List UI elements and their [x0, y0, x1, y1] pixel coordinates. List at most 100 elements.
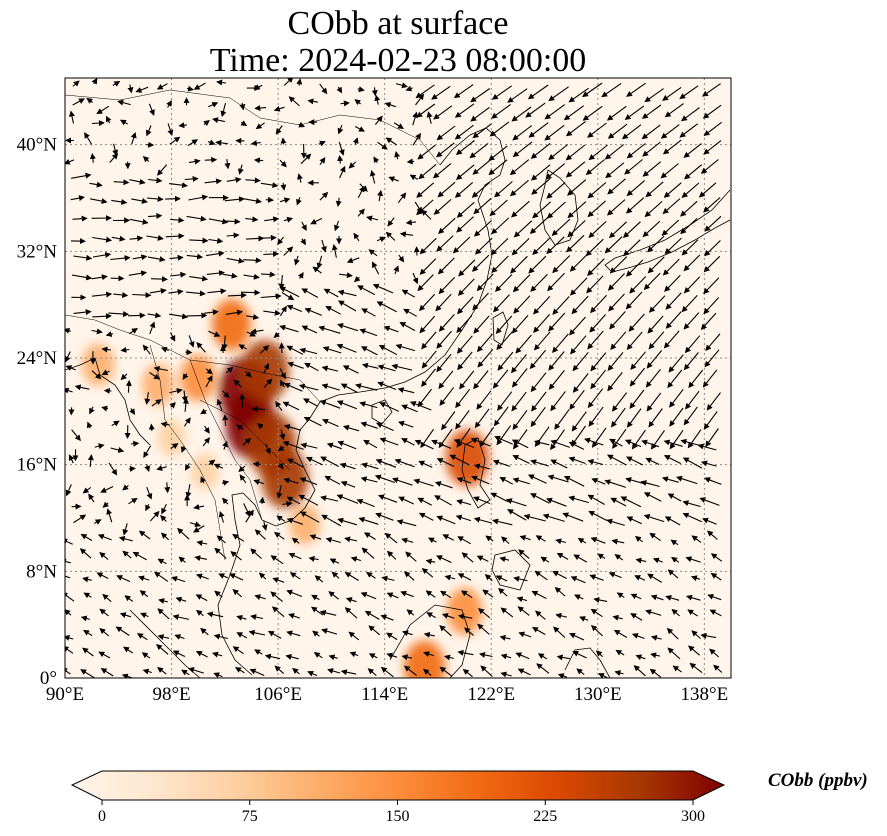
wind-arrow	[550, 391, 566, 412]
wind-arrow	[378, 345, 398, 356]
wind-arrow	[250, 614, 264, 621]
wind-arrow	[259, 496, 266, 504]
wind-arrow	[285, 654, 299, 660]
wind-arrow	[271, 606, 285, 618]
wind-arrow	[500, 671, 512, 678]
wind-arrow	[165, 233, 185, 240]
wind-arrow	[91, 78, 98, 85]
wind-arrow	[485, 535, 494, 542]
wind-arrow	[683, 406, 698, 426]
wind-arrow	[547, 272, 565, 292]
wind-arrow	[584, 437, 604, 446]
wind-arrow	[702, 104, 722, 119]
wind-arrow	[648, 331, 665, 350]
wind-arrow	[297, 272, 304, 279]
wind-arrow	[626, 456, 644, 466]
wind-arrow	[283, 477, 299, 484]
wind-arrow	[282, 401, 300, 411]
wind-arrow	[119, 119, 128, 126]
wind-arrow	[218, 510, 225, 523]
wind-arrow	[457, 536, 472, 545]
wind-arrow	[647, 315, 664, 334]
wind-arrow	[354, 99, 361, 106]
wind-arrow	[528, 122, 549, 138]
wind-arrow	[131, 198, 148, 204]
wind-arrow	[196, 573, 209, 580]
wind-arrow	[89, 406, 95, 415]
wind-arrow	[516, 596, 528, 603]
wind-arrow	[323, 288, 339, 298]
wind-arrow	[457, 296, 474, 315]
wind-arrow	[662, 258, 680, 276]
wind-arrow	[455, 139, 475, 156]
wind-arrow	[626, 180, 645, 197]
wind-arrow	[239, 474, 247, 484]
wind-arrow	[436, 142, 455, 158]
wind-arrow	[157, 634, 170, 640]
colorbar-tick-label: 0	[98, 808, 106, 825]
wind-arrow	[218, 573, 229, 579]
wind-arrow	[473, 220, 492, 237]
wind-arrow	[589, 574, 604, 581]
wind-arrow	[86, 421, 93, 429]
wind-arrow	[359, 328, 378, 337]
wind-arrow	[376, 301, 397, 313]
wind-arrow	[110, 447, 125, 453]
wind-arrow	[405, 85, 413, 92]
wind-arrow	[574, 594, 584, 600]
wind-arrow	[206, 250, 225, 257]
wind-arrow	[294, 255, 300, 266]
wind-arrow	[170, 271, 187, 278]
wind-arrow	[145, 125, 152, 137]
wind-arrow	[569, 316, 586, 336]
wind-arrow	[418, 163, 437, 180]
wind-arrow	[623, 239, 641, 257]
wind-arrow	[688, 369, 704, 389]
wind-arrow	[279, 197, 291, 204]
wind-arrow	[348, 161, 357, 169]
wind-arrow	[207, 288, 227, 295]
wind-arrow	[531, 590, 547, 599]
wind-arrow	[196, 540, 208, 546]
wind-arrow	[214, 590, 223, 598]
wind-arrow	[178, 122, 187, 129]
wind-arrow	[96, 105, 110, 115]
wind-arrow	[128, 270, 148, 277]
wind-arrow	[568, 441, 585, 450]
wind-arrow	[206, 270, 225, 277]
colorbar-tick-label: 225	[533, 808, 557, 825]
wind-arrow	[652, 557, 663, 564]
wind-arrow	[405, 219, 417, 226]
wind-arrow	[326, 442, 342, 450]
wind-arrow	[352, 137, 359, 145]
wind-arrow	[377, 189, 384, 202]
wind-arrow	[662, 86, 682, 101]
wind-arrow	[540, 556, 550, 563]
wind-arrow	[212, 651, 223, 658]
wind-arrow	[320, 495, 339, 502]
wind-arrow	[160, 514, 167, 522]
wind-arrow	[72, 98, 85, 106]
wind-arrow	[277, 462, 284, 470]
wind-arrow	[482, 589, 494, 598]
wind-arrow	[277, 236, 284, 245]
wind-arrow	[493, 294, 510, 313]
wind-arrow	[299, 511, 320, 523]
wind-arrow	[605, 162, 625, 179]
wind-arrow	[402, 630, 413, 637]
wind-arrow	[546, 236, 565, 255]
wind-arrow	[394, 151, 401, 160]
wind-arrow	[327, 668, 341, 674]
wind-arrow	[643, 272, 661, 291]
wind-arrow	[208, 459, 216, 466]
wind-arrow	[426, 612, 436, 619]
wind-arrow	[101, 369, 110, 375]
wind-arrow	[164, 482, 171, 494]
wind-arrow	[680, 217, 698, 235]
wind-arrow	[601, 82, 622, 98]
wind-arrow	[532, 627, 546, 635]
wind-arrow	[681, 295, 698, 313]
wind-arrow	[216, 79, 227, 86]
wind-arrow	[182, 373, 189, 380]
concentration-hotspot	[81, 343, 115, 386]
